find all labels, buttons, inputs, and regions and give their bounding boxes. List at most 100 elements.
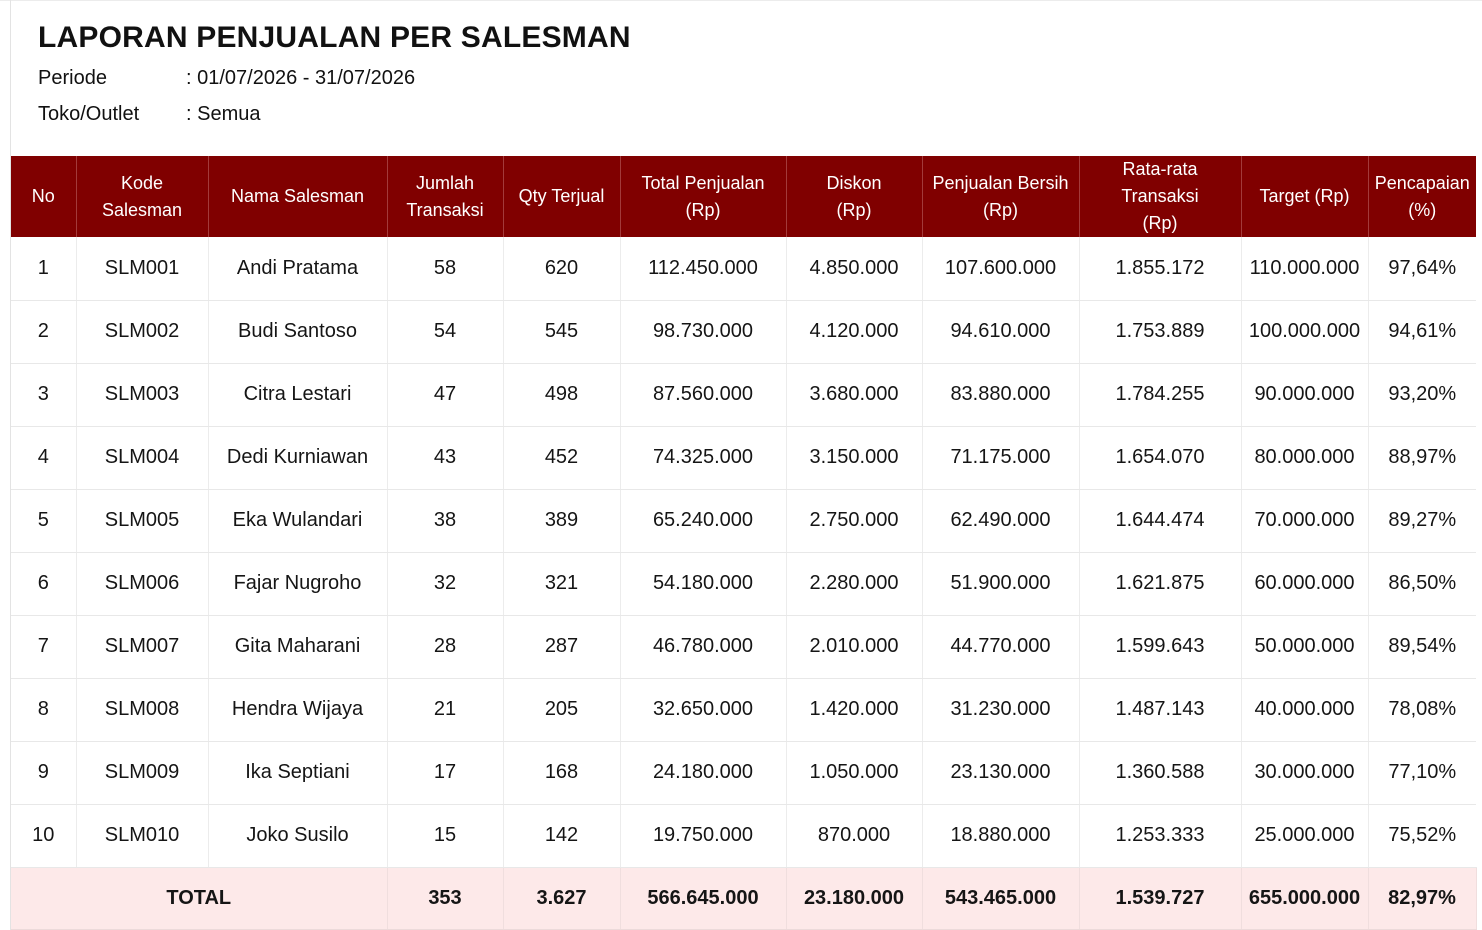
cell-nama: Hendra Wijaya xyxy=(208,678,388,742)
cell-rata: 1.487.143 xyxy=(1079,678,1242,742)
table-row: 8 SLM008 Hendra Wijaya 21 205 32.650.000 1.420… xyxy=(11,678,1476,742)
cell-jumlah: 17 xyxy=(387,741,504,805)
cell-pencapaian: 89,27% xyxy=(1368,489,1476,553)
cell-nama: Joko Susilo xyxy=(208,804,388,868)
cell-jumlah: 54 xyxy=(387,300,504,364)
cell-qty: 452 xyxy=(503,426,621,490)
cell-diskon: 3.680.000 xyxy=(786,363,923,427)
cell-nama: Citra Lestari xyxy=(208,363,388,427)
cell-jumlah: 47 xyxy=(387,363,504,427)
cell-nama: Dedi Kurniawan xyxy=(208,426,388,490)
cell-nama: Budi Santoso xyxy=(208,300,388,364)
cell-rata: 1.599.643 xyxy=(1079,615,1242,679)
col-header-qty: Qty Terjual xyxy=(503,156,621,237)
table-row: 6 SLM006 Fajar Nugroho 32 321 54.180.000 2.280… xyxy=(11,552,1476,616)
cell-pencapaian: 78,08% xyxy=(1368,678,1476,742)
cell-pencapaian: 93,20% xyxy=(1368,363,1476,427)
cell-kode: SLM008 xyxy=(76,678,209,742)
header-row: No Kode Salesman Nama Salesman Jumlah Transak… xyxy=(11,156,1476,237)
cell-kode: SLM010 xyxy=(76,804,209,868)
cell-bersih: 107.600.000 xyxy=(922,237,1080,301)
total-bersih: 543.465.000 xyxy=(922,867,1080,930)
report-header: LAPORAN PENJUALAN PER SALESMAN Periode :… xyxy=(38,16,631,132)
cell-target: 40.000.000 xyxy=(1241,678,1369,742)
sheet-left-border xyxy=(10,0,11,930)
meta-label: Periode xyxy=(38,67,107,89)
cell-bersih: 31.230.000 xyxy=(922,678,1080,742)
header-line: Transaksi xyxy=(406,199,484,220)
total-jumlah: 353 xyxy=(387,867,504,930)
cell-target: 100.000.000 xyxy=(1241,300,1369,364)
cell-target: 70.000.000 xyxy=(1241,489,1369,553)
total-qty: 3.627 xyxy=(503,867,621,930)
cell-rata: 1.253.333 xyxy=(1079,804,1242,868)
meta-label: Toko/Outlet xyxy=(38,103,140,125)
header-line: Pencapaian xyxy=(1374,172,1470,193)
cell-no: 6 xyxy=(11,552,77,616)
cell-rata: 1.621.875 xyxy=(1079,552,1242,616)
cell-no: 1 xyxy=(11,237,77,301)
sheet-top-border xyxy=(0,0,1482,1)
cell-nama: Eka Wulandari xyxy=(208,489,388,553)
cell-diskon: 4.850.000 xyxy=(786,237,923,301)
cell-jumlah: 21 xyxy=(387,678,504,742)
cell-target: 30.000.000 xyxy=(1241,741,1369,805)
table-row: 7 SLM007 Gita Maharani 28 287 46.780.000 2.010… xyxy=(11,615,1476,679)
cell-qty: 545 xyxy=(503,300,621,364)
cell-qty: 498 xyxy=(503,363,621,427)
table-row: 9 SLM009 Ika Septiani 17 168 24.180.000 1.050.… xyxy=(11,741,1476,805)
table-row: 2 SLM002 Budi Santoso 54 545 98.730.000 4.120.… xyxy=(11,300,1476,364)
header-line: Qty Terjual xyxy=(518,186,605,206)
cell-nama: Gita Maharani xyxy=(208,615,388,679)
col-header-total: Total Penjualan (Rp) xyxy=(620,156,787,237)
cell-diskon: 1.050.000 xyxy=(786,741,923,805)
cell-jumlah: 43 xyxy=(387,426,504,490)
cell-target: 90.000.000 xyxy=(1241,363,1369,427)
cell-qty: 142 xyxy=(503,804,621,868)
cell-no: 8 xyxy=(11,678,77,742)
cell-diskon: 2.010.000 xyxy=(786,615,923,679)
cell-jumlah: 58 xyxy=(387,237,504,301)
cell-total: 87.560.000 xyxy=(620,363,787,427)
header-line: (%) xyxy=(1408,199,1437,220)
cell-no: 9 xyxy=(11,741,77,805)
cell-diskon: 2.280.000 xyxy=(786,552,923,616)
cell-target: 110.000.000 xyxy=(1241,237,1369,301)
header-line: Salesman xyxy=(101,199,183,220)
cell-jumlah: 28 xyxy=(387,615,504,679)
cell-total: 46.780.000 xyxy=(620,615,787,679)
total-row: TOTAL 353 3.627 566.645.000 23.180.000 543.46… xyxy=(11,867,1477,930)
col-header-no: No xyxy=(11,156,77,237)
header-line: Jumlah xyxy=(415,172,475,193)
cell-total: 24.180.000 xyxy=(620,741,787,805)
col-header-bersih: Penjualan Bersih (Rp) xyxy=(922,156,1080,237)
table-row: 10 SLM010 Joko Susilo 15 142 19.750.000 870.00… xyxy=(11,804,1476,868)
cell-target: 50.000.000 xyxy=(1241,615,1369,679)
cell-qty: 205 xyxy=(503,678,621,742)
cell-target: 80.000.000 xyxy=(1241,426,1369,490)
header-line: (Rp) xyxy=(983,199,1018,220)
header-line: No xyxy=(31,186,55,206)
header-line: Kode xyxy=(120,172,164,193)
cell-qty: 168 xyxy=(503,741,621,805)
cell-rata: 1.855.172 xyxy=(1079,237,1242,301)
cell-total: 74.325.000 xyxy=(620,426,787,490)
meta-row-periode: Periode : 01/07/2026 - 31/07/2026 xyxy=(38,60,631,96)
cell-kode: SLM002 xyxy=(76,300,209,364)
cell-pencapaian: 86,50% xyxy=(1368,552,1476,616)
cell-target: 60.000.000 xyxy=(1241,552,1369,616)
cell-rata: 1.644.474 xyxy=(1079,489,1242,553)
cell-no: 5 xyxy=(11,489,77,553)
cell-rata: 1.784.255 xyxy=(1079,363,1242,427)
header-line: Nama Salesman xyxy=(230,186,365,206)
meta-value: : Semua xyxy=(186,103,261,125)
cell-bersih: 83.880.000 xyxy=(922,363,1080,427)
cell-diskon: 2.750.000 xyxy=(786,489,923,553)
cell-total: 98.730.000 xyxy=(620,300,787,364)
header-line: (Rp) xyxy=(836,199,872,220)
table-body: 1 SLM001 Andi Pratama 58 620 112.450.000 4.850… xyxy=(11,237,1477,930)
cell-bersih: 51.900.000 xyxy=(922,552,1080,616)
cell-bersih: 23.130.000 xyxy=(922,741,1080,805)
table-row: 3 SLM003 Citra Lestari 47 498 87.560.000 3.680… xyxy=(11,363,1476,427)
cell-bersih: 71.175.000 xyxy=(922,426,1080,490)
